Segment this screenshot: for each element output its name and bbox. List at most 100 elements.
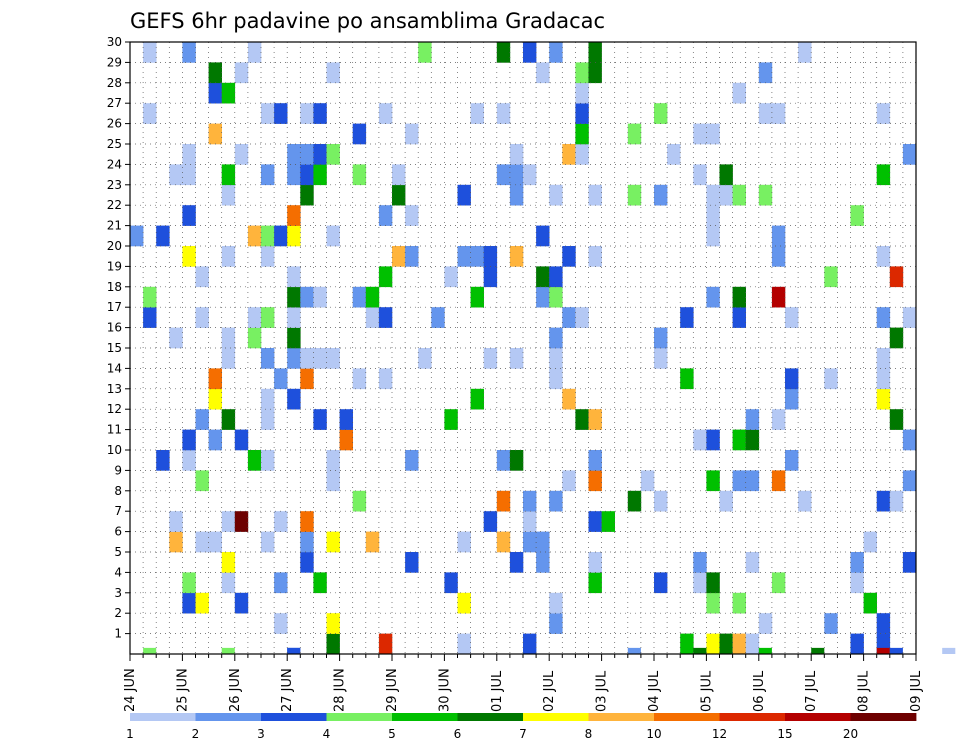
precip-cell	[470, 286, 484, 308]
colorbar-label: 7	[519, 727, 527, 741]
precip-cell	[562, 144, 576, 165]
precip-cell	[732, 82, 746, 104]
precip-cell	[549, 42, 563, 63]
precip-cell	[378, 205, 393, 226]
precip-cell	[483, 511, 498, 532]
precip-cell	[732, 286, 746, 308]
precip-cell	[536, 286, 550, 308]
precip-cell	[496, 490, 511, 512]
colorbar-swatch	[261, 713, 327, 721]
precip-cell	[143, 286, 157, 308]
precip-cell	[706, 286, 720, 308]
precip-cell	[785, 368, 799, 390]
precip-cell	[221, 348, 236, 369]
precip-cell	[549, 184, 563, 206]
precip-cell	[706, 429, 720, 451]
precip-cell	[654, 184, 668, 206]
precip-cell	[758, 184, 773, 206]
precip-cell	[758, 103, 773, 124]
precip-cell	[719, 633, 733, 655]
y-tick-label: 29	[107, 55, 122, 69]
precip-cell	[588, 552, 602, 573]
precip-cell	[824, 368, 838, 390]
colorbar-label: 5	[388, 727, 396, 741]
precip-cell	[876, 490, 891, 512]
precip-cell	[627, 490, 642, 512]
precip-cell	[365, 286, 380, 308]
precip-cell	[261, 246, 275, 267]
y-tick-label: 18	[107, 280, 122, 294]
colorbar-swatch	[523, 713, 589, 721]
precip-cell	[863, 531, 877, 553]
precip-cell	[706, 184, 720, 206]
y-tick-label: 16	[107, 321, 122, 335]
precip-cell	[365, 307, 380, 328]
precip-cell	[509, 144, 524, 165]
x-tick-label: 05 JUL	[699, 670, 714, 712]
precip-cell	[496, 103, 511, 124]
precip-cell	[575, 144, 589, 165]
precip-cell	[457, 184, 471, 206]
precip-cell	[876, 647, 890, 654]
precip-cell	[536, 266, 550, 288]
y-tick-label: 6	[114, 525, 122, 539]
precip-cell	[575, 307, 589, 328]
precip-cell	[509, 348, 524, 369]
precip-cell	[771, 286, 786, 308]
precip-cell	[588, 572, 602, 594]
precip-cell	[536, 225, 550, 247]
precip-cell	[392, 184, 406, 206]
precip-cell	[889, 490, 904, 512]
precip-cell	[745, 409, 760, 430]
precip-cell	[732, 307, 746, 328]
precip-cell	[352, 123, 367, 145]
precip-cell	[378, 633, 393, 655]
precip-cell	[680, 368, 694, 390]
precip-cell	[195, 592, 209, 614]
precip-cell	[195, 409, 209, 430]
precip-cell	[392, 246, 406, 267]
y-tick-label: 25	[107, 137, 122, 151]
precip-cell	[208, 429, 222, 451]
precip-cell	[156, 225, 170, 247]
precip-cell	[509, 450, 524, 471]
precip-cell	[300, 348, 314, 369]
precip-cell	[562, 307, 576, 328]
precip-cell	[287, 286, 301, 308]
colorbar-label: 20	[843, 727, 858, 741]
y-tick-label: 10	[107, 443, 122, 457]
precip-cell	[195, 307, 209, 328]
precip-cell	[850, 552, 864, 573]
precip-cell	[208, 388, 222, 410]
precip-cell	[287, 164, 301, 186]
x-tick-label: 07 JUL	[804, 670, 819, 712]
precip-cell	[274, 225, 288, 247]
precip-cell	[287, 144, 301, 165]
precip-cell	[313, 164, 327, 186]
precip-cell	[300, 164, 314, 186]
precip-cell	[300, 103, 314, 124]
precip-cell	[654, 572, 668, 594]
precip-cell	[549, 613, 563, 634]
colorbar-swatch	[392, 713, 458, 721]
y-tick-label: 1	[114, 627, 122, 641]
precip-cell	[405, 205, 419, 226]
precip-cell	[339, 409, 353, 430]
precip-cell	[234, 62, 249, 84]
precip-cell	[405, 123, 419, 145]
precip-cell	[261, 450, 275, 471]
precip-cell	[627, 123, 642, 145]
precip-cell	[470, 103, 484, 124]
precip-cell	[287, 307, 301, 328]
precip-cell	[221, 572, 236, 594]
precip-cell	[627, 647, 641, 654]
precip-cell	[798, 42, 812, 63]
precip-cell	[221, 246, 236, 267]
precip-cell	[326, 144, 340, 165]
precip-cell	[601, 511, 615, 532]
precip-cell	[902, 144, 917, 165]
x-tick-label: 02 JUL	[542, 670, 557, 712]
precip-cell	[562, 246, 576, 267]
x-tick-label: 08 JUL	[857, 670, 872, 712]
